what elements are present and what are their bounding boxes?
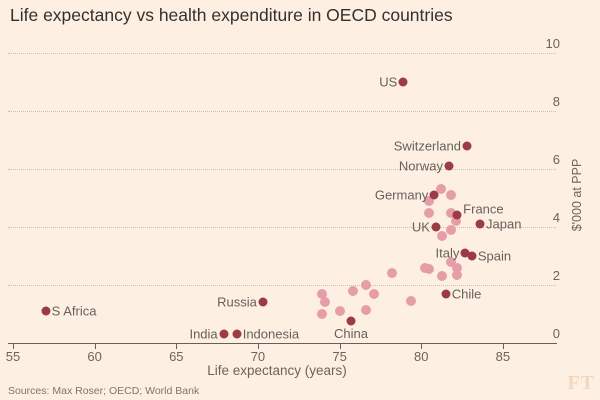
data-point (406, 295, 417, 306)
data-point (445, 224, 456, 235)
data-point (445, 190, 456, 201)
x-tick-label: 70 (250, 349, 266, 364)
data-point (450, 216, 461, 227)
data-point (424, 207, 435, 218)
point-label-spain: Spain (477, 248, 512, 264)
data-point (424, 195, 435, 206)
data-point (316, 309, 327, 319)
data-point-india (219, 329, 229, 339)
data-point (452, 269, 463, 280)
data-point-chile (441, 289, 451, 299)
data-point (386, 268, 397, 279)
data-point-japan (475, 219, 485, 229)
x-tick-label: 75 (332, 349, 347, 364)
data-point (445, 207, 456, 218)
x-tick (502, 344, 504, 349)
data-point-spain (467, 251, 477, 261)
data-point (347, 285, 358, 296)
x-tick (257, 344, 259, 349)
data-point-s-africa (41, 306, 51, 316)
data-point (452, 262, 463, 273)
y-tick-label: 10 (545, 36, 560, 51)
point-label-indonesia: Indonesia (242, 326, 300, 342)
y-axis-title: $'000 at PPP (570, 158, 584, 232)
point-label-us: US (379, 74, 398, 90)
data-point (437, 271, 448, 282)
data-point (368, 288, 379, 299)
x-axis-title: Life expectancy (years) (207, 363, 347, 378)
gridline (8, 111, 556, 112)
y-tick-label: 0 (552, 326, 560, 341)
data-point (360, 304, 371, 315)
data-point (445, 256, 456, 267)
data-point-norway (444, 161, 454, 171)
gridline (8, 53, 556, 54)
data-point-germany (429, 190, 439, 200)
y-tick-label: 2 (552, 268, 560, 283)
point-label-switzerland: Switzerland (393, 138, 461, 154)
gridline (8, 285, 556, 286)
x-axis-line (8, 343, 557, 344)
gridline (8, 169, 556, 170)
x-tick (176, 344, 178, 349)
data-point-indonesia (232, 329, 242, 339)
data-point (424, 264, 435, 275)
point-label-japan: Japan (486, 216, 522, 232)
y-tick-label: 6 (552, 152, 560, 167)
point-label-chile: Chile (451, 286, 482, 302)
point-label-china: China (334, 326, 368, 342)
point-label-s-africa: S Africa (51, 303, 97, 319)
x-tick (13, 344, 14, 349)
data-point-china (346, 316, 356, 326)
x-tick (339, 344, 341, 349)
gridline (8, 227, 556, 228)
x-tick-label: 85 (495, 349, 511, 364)
data-point (319, 297, 330, 308)
x-tick (421, 344, 423, 349)
data-point (334, 306, 345, 317)
data-point (437, 230, 448, 241)
ft-logo: FT (567, 372, 595, 394)
data-point (435, 184, 446, 195)
point-label-india: India (189, 326, 218, 342)
point-label-italy: Italy (435, 245, 460, 261)
point-label-norway: Norway (398, 158, 443, 174)
y-tick-label: 8 (552, 94, 560, 109)
point-label-france: France (463, 201, 504, 217)
data-point-russia (258, 297, 268, 307)
data-point-uk (431, 222, 441, 232)
x-tick-label: 65 (169, 349, 184, 364)
data-point-switzerland (462, 141, 472, 151)
data-point (316, 288, 327, 299)
data-point-us (398, 77, 408, 87)
x-tick-label: 80 (414, 349, 429, 364)
point-label-russia: Russia (217, 294, 257, 310)
sources-note: Sources: Max Roser; OECD; World Bank (8, 385, 200, 397)
x-tick-label: 55 (5, 349, 21, 364)
point-label-germany: Germany (374, 187, 429, 203)
y-tick-label: 4 (552, 210, 560, 225)
chart-title: Life expectancy vs health expenditure in… (10, 5, 453, 25)
x-tick-label: 60 (87, 349, 102, 364)
data-point-italy (460, 248, 470, 258)
point-label-uk: UK (411, 219, 430, 235)
data-point-france (452, 210, 462, 220)
x-tick (94, 344, 96, 349)
data-point (360, 280, 371, 290)
